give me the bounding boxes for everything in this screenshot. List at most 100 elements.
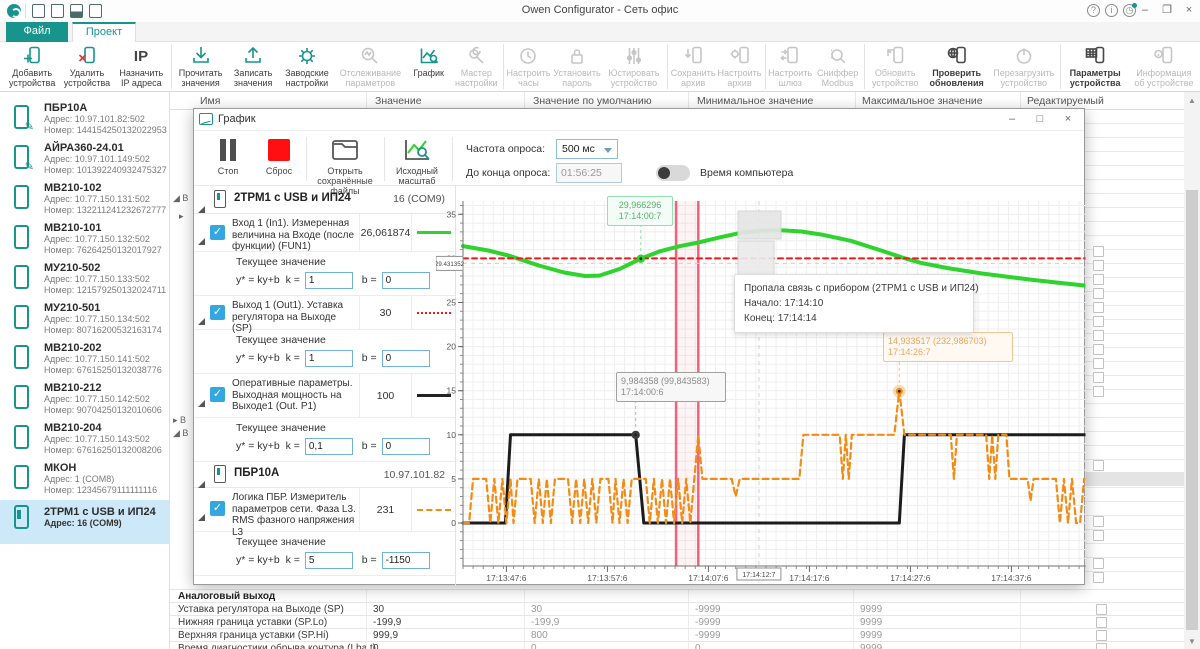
editable-checkbox[interactable] [1093,274,1104,285]
check-updates-button[interactable]: Проверить обновления [924,42,990,91]
editable-checkbox[interactable] [1096,643,1107,649]
editable-checkbox[interactable] [1093,358,1104,369]
read-values-button[interactable]: Прочитать значения [174,42,228,91]
editable-checkbox[interactable] [1093,344,1104,355]
chart-area[interactable]: 17:13:47:6 17:13:57:6 17:14:07:6 17:14:17:6… [436,186,1086,586]
device-item-mv210-202[interactable]: МВ210-202 Адрес: 10.77.150.141:502 Номер… [0,340,169,380]
editable-checkbox[interactable] [1093,460,1104,471]
minimize-button[interactable]: – [1141,4,1149,16]
dialog-maximize-button[interactable]: □ [1036,113,1044,125]
param-row-l3-rms[interactable]: ✓ Логика ПБР. Измеритель параметров сети… [194,488,455,538]
graph-button[interactable]: График [406,42,452,91]
b-input[interactable] [381,438,430,455]
device-item-mkon[interactable]: МКОН Адрес: 1 (COM8) Номер: 123456791111… [0,460,169,500]
save-project-icon[interactable] [70,4,83,18]
tree-expander-icon[interactable]: ▸ [179,211,184,221]
device-item-mu210-502[interactable]: МУ210-502 Адрес: 10.77.150.133:502 Номер… [0,260,169,300]
editable-checkbox[interactable] [1093,572,1104,583]
param-row-out-p1[interactable]: ✓ Оперативные параметры. Выходная мощнос… [194,374,455,418]
editable-checkbox[interactable] [1093,516,1104,527]
scroll-up-icon[interactable]: ▲ [1188,96,1196,105]
dialog-title-bar[interactable]: График – □ × [194,109,1084,131]
table-row[interactable] [170,585,1184,590]
device-group-header[interactable]: ПБР10А 10.97.101.82 [194,462,455,488]
device-item-aira360[interactable]: АЙРА360-24.01 Адрес: 10.97.101.149:502 Н… [0,140,169,180]
device-item-mv210-212[interactable]: МВ210-212 Адрес: 10.77.150.142:502 Номер… [0,380,169,420]
table-row[interactable]: Верхняя граница уставки (SP.Hi) 999,9 80… [170,629,1184,642]
scroll-down-icon[interactable]: ▼ [1188,637,1196,646]
restore-button[interactable]: ❐ [1162,4,1172,16]
editable-checkbox[interactable] [1093,386,1104,397]
table-row-group[interactable]: Аналоговый выход [170,590,1184,603]
device-params-button[interactable]: Параметры устройства [1063,42,1128,91]
chart-plot[interactable]: 17:13:47:6 17:13:57:6 17:14:07:6 17:14:17:6… [436,186,1086,586]
device-item-mv210-204[interactable]: МВ210-204 Адрес: 10.77.150.143:502 Номер… [0,420,169,460]
reset-zoom-button[interactable]: Исходный масштаб [388,136,446,186]
new-project-icon[interactable] [32,4,45,18]
write-values-button[interactable]: Записать значения [228,42,279,91]
editable-checkbox[interactable] [1093,530,1104,541]
reset-button[interactable]: Сброс [256,136,302,176]
collapse-icon[interactable] [198,502,205,521]
k-input[interactable] [304,552,353,569]
stop-button[interactable]: Стоп [206,136,250,176]
editable-checkbox[interactable] [1096,630,1107,641]
device-item-mv210-102[interactable]: МВ210-102 Адрес: 10.77.150.131:502 Номер… [0,180,169,220]
scrollbar-thumb[interactable] [1186,190,1198,630]
param-checkbox[interactable]: ✓ [210,305,225,320]
editable-checkbox[interactable] [1093,372,1104,383]
open-saved-files-button[interactable]: Открыть сохранённые файлы [310,136,380,196]
help-icon[interactable]: ? [1087,4,1100,17]
b-input[interactable] [381,552,430,569]
editable-checkbox[interactable] [1093,302,1104,313]
device-item-2trm1-selected[interactable]: 2ТРМ1 с USB и ИП24 Адрес: 16 (COM9) [0,500,169,544]
device-item-mu210-501[interactable]: МУ210-501 Адрес: 10.77.150.134:502 Номер… [0,300,169,340]
editable-checkbox[interactable] [1093,260,1104,271]
collapse-icon[interactable] [198,469,205,488]
poll-remaining-input[interactable] [556,163,622,183]
table-row[interactable]: Нижняя граница уставки (SP.Lo) -199,9 -1… [170,616,1184,629]
factory-settings-button[interactable]: Заводские настройки [279,42,335,91]
collapse-icon[interactable] [198,388,205,407]
editable-checkbox[interactable] [1093,558,1104,569]
close-button[interactable]: × [1185,4,1193,16]
param-row-in1[interactable]: ✓ Вход 1 (In1). Измеренная величина на В… [194,214,455,252]
table-row[interactable]: Уставка регулятора на Выходе (SP) 30 30 … [170,603,1184,616]
update-clock-icon[interactable]: ◷ [1123,3,1137,17]
collapse-icon[interactable] [198,194,205,213]
open-project-icon[interactable] [51,4,64,18]
param-checkbox[interactable]: ✓ [210,387,225,402]
device-item-pbr10a[interactable]: ПБР10А Адрес: 10.97.101.82:502 Номер: 14… [0,100,169,140]
dialog-minimize-button[interactable]: – [1008,113,1016,125]
k-input[interactable] [304,272,353,289]
add-devices-button[interactable]: Добавить устройства [4,42,60,91]
tree-expander-icon[interactable]: ▸ В [173,415,187,425]
computer-time-toggle[interactable] [656,165,690,181]
remove-devices-button[interactable]: Удалить устройства [60,42,113,91]
tree-expander-icon[interactable]: ◢ В [173,428,189,438]
tab-file[interactable]: Файл [6,22,68,42]
device-item-mv210-101[interactable]: МВ210-101 Адрес: 10.77.150.132:502 Номер… [0,220,169,260]
editable-checkbox[interactable] [1093,288,1104,299]
editable-checkbox[interactable] [1093,330,1104,341]
k-input[interactable] [304,438,353,455]
b-input[interactable] [381,350,430,367]
param-row-out1-sp[interactable]: ✓ Выход 1 (Out1). Уставка регулятора на … [194,296,455,334]
editable-checkbox[interactable] [1093,316,1104,327]
info-icon[interactable]: i [1105,4,1118,17]
collapse-icon[interactable] [198,306,205,325]
editable-checkbox[interactable] [1096,604,1107,615]
save-as-icon[interactable] [89,4,102,18]
poll-rate-select[interactable]: 500 мс [556,139,618,159]
param-checkbox[interactable]: ✓ [210,501,225,516]
b-input[interactable] [381,272,430,289]
assign-ip-button[interactable]: IP Назначить IP адреса [114,42,169,91]
tab-project[interactable]: Проект [72,22,136,42]
table-row[interactable]: Время диагностики обрыва контура (Lba.t)… [170,642,1184,649]
editable-checkbox[interactable] [1093,246,1104,257]
collapse-icon[interactable] [198,226,205,245]
tree-expander-icon[interactable]: ◢ В [173,193,189,203]
device-group-header[interactable]: 2ТРМ1 с USB и ИП24 16 (COM9) [194,186,455,214]
k-input[interactable] [304,350,353,367]
param-checkbox[interactable]: ✓ [210,225,225,240]
